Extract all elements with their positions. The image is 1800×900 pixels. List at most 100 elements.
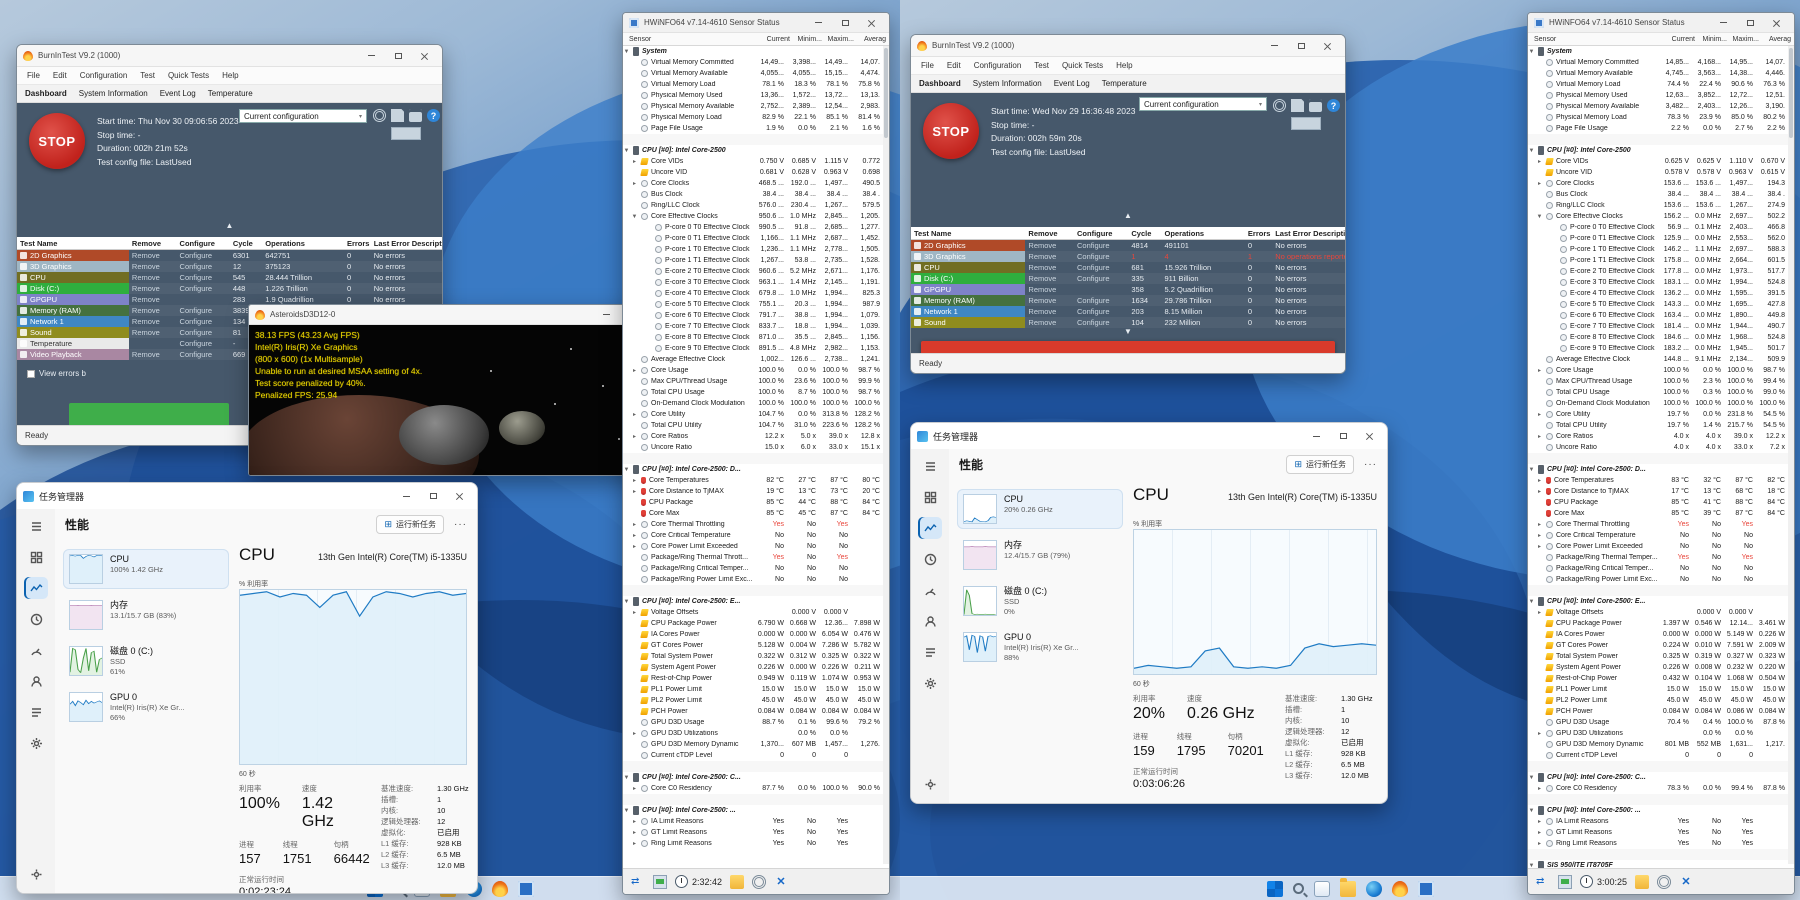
expand-arrow-icon[interactable]: ▼ bbox=[1124, 327, 1132, 336]
remove-link[interactable]: Remove bbox=[131, 317, 160, 326]
configure-link[interactable]: Configure bbox=[179, 339, 213, 348]
menu-item-file[interactable]: File bbox=[921, 61, 934, 70]
sensor-row[interactable]: ▸ Core Critical Temperature No No No bbox=[623, 530, 883, 541]
sensor-row[interactable]: ▸ Core VIDs 0.625 V 0.625 V 1.110 V 0.670 V bbox=[1528, 156, 1788, 167]
sensor-column-averag[interactable]: Averag bbox=[1768, 35, 1791, 43]
save-icon[interactable] bbox=[391, 109, 404, 122]
sensor-row[interactable]: Max CPU/Thread Usage 100.0 % 23.6 % 100.0 %… bbox=[623, 376, 883, 387]
save-icon[interactable] bbox=[1291, 99, 1304, 112]
remove-link[interactable]: Remove bbox=[131, 273, 160, 282]
remove-link[interactable]: Remove bbox=[1028, 263, 1057, 272]
sensor-row[interactable]: ▸ Voltage Offsets 0.000 V 0.000 V bbox=[623, 607, 883, 618]
menu-item-edit[interactable]: Edit bbox=[52, 71, 67, 80]
settings-gear-icon[interactable] bbox=[373, 109, 386, 122]
remove-link[interactable]: Remove bbox=[1028, 296, 1057, 305]
sensor-settings-icon[interactable] bbox=[1657, 874, 1672, 889]
sensor-section[interactable]: ▼ CPU [#0]: Intel Core-2500: ... bbox=[623, 806, 736, 815]
sensor-row[interactable]: ▸ Core Clocks 153.6 ... 153.6 ... 1,497... 19… bbox=[1528, 178, 1788, 189]
table-row[interactable]: CPU Remove Configure 545 28.444 Trillion 0 No … bbox=[17, 272, 442, 283]
sensor-row[interactable]: E-core 5 T0 Effective Clock 143.3 ... 0.0 … bbox=[1528, 299, 1788, 310]
sensor-row[interactable]: ▸ GT Limit Reasons Yes No Yes bbox=[1528, 827, 1788, 838]
column-header-0[interactable]: Test Name bbox=[914, 228, 952, 238]
asteroids-minimize-button[interactable] bbox=[595, 308, 617, 322]
close-sensors-icon[interactable]: ✕ bbox=[776, 875, 786, 888]
sensor-column-sensor[interactable]: Sensor bbox=[629, 35, 652, 43]
sensor-row[interactable]: GPU D3D Memory Dynamic 801 MB 552 MB 1,631.… bbox=[1528, 739, 1788, 750]
configure-link[interactable]: Configure bbox=[1077, 263, 1110, 272]
minimize-button[interactable] bbox=[360, 49, 382, 63]
sensor-row[interactable]: E-core 6 T0 Effective Clock 791.7 ... 38.8… bbox=[623, 310, 883, 321]
sensor-row[interactable]: ▸ GPU D3D Utilizations 0.0 % 0.0 % bbox=[623, 728, 883, 739]
start-button-icon[interactable] bbox=[1266, 880, 1283, 897]
table-row[interactable]: 3D Graphics Remove Configure 12 375123 0 No er… bbox=[17, 261, 442, 272]
sensor-row[interactable]: Ring/LLC Clock 576.0 ... 230.4 ... 1,267...… bbox=[623, 200, 883, 211]
sensor-row[interactable]: E-core 4 T0 Effective Clock 679.8 ... 1.0 … bbox=[623, 288, 883, 299]
view-errors-checkbox[interactable]: View errors b bbox=[27, 369, 123, 378]
tm-minimize-button[interactable] bbox=[395, 489, 417, 503]
tab-event-log[interactable]: Event Log bbox=[1053, 79, 1090, 88]
sensor-row[interactable]: CPU Package 85 °C 44 °C 88 °C 84 °C bbox=[623, 497, 883, 508]
remove-link[interactable]: Remove bbox=[131, 262, 160, 271]
sensor-row[interactable]: ▸ Core C0 Residency 78.3 % 0.0 % 99.4 % 87.8 … bbox=[1528, 783, 1788, 794]
rail-item-hamburger[interactable] bbox=[24, 515, 48, 537]
sensor-row[interactable]: PL1 Power Limit 15.0 W 15.0 W 15.0 W 15.0 W bbox=[1528, 684, 1788, 695]
tm-close-button[interactable] bbox=[449, 489, 471, 503]
sensor-column-current[interactable]: Current bbox=[1671, 35, 1695, 43]
sensor-row[interactable]: E-core 2 T0 Effective Clock 177.8 ... 0.0 … bbox=[1528, 266, 1788, 277]
sensor-row[interactable]: Ring/LLC Clock 153.6 ... 153.6 ... 1,267...… bbox=[1528, 200, 1788, 211]
menu-item-quick-tests[interactable]: Quick Tests bbox=[1061, 61, 1104, 70]
rail-item-startup-apps[interactable] bbox=[24, 639, 48, 661]
more-options-button[interactable]: ··· bbox=[1364, 459, 1377, 470]
run-new-task-button[interactable]: ⊞ 运行新任务 bbox=[376, 515, 444, 534]
sensor-row[interactable]: Uncore VID 0.578 V 0.578 V 0.963 V 0.615 V bbox=[1528, 167, 1788, 178]
run-new-task-button[interactable]: ⊞ 运行新任务 bbox=[1286, 455, 1354, 474]
rail-item-app-history[interactable] bbox=[918, 548, 942, 570]
sensor-row[interactable]: Package/Ring Thermal Thrott... Yes No Yes bbox=[623, 552, 883, 563]
more-options-button[interactable]: ··· bbox=[454, 519, 467, 530]
sensor-row[interactable]: ▸ Core Power Limit Exceeded No No No bbox=[623, 541, 883, 552]
sensor-row[interactable]: PCH Power 0.084 W 0.084 W 0.084 W 0.084 W bbox=[623, 706, 883, 717]
configure-link[interactable]: Configure bbox=[179, 273, 213, 282]
sensor-row[interactable]: E-core 7 T0 Effective Clock 833.7 ... 18.8… bbox=[623, 321, 883, 332]
scrollbar[interactable] bbox=[1788, 46, 1794, 864]
sensor-row[interactable]: Total CPU Usage 100.0 % 8.7 % 100.0 % 98.7 % bbox=[623, 387, 883, 398]
remove-link[interactable]: Remove bbox=[1028, 252, 1057, 261]
column-header-0[interactable]: Test Name bbox=[20, 238, 58, 248]
sensor-section[interactable]: ▼ CPU [#0]: Intel Core-2500: ... bbox=[1528, 806, 1641, 815]
task-manager-titlebar[interactable]: 任务管理器 bbox=[911, 423, 1387, 449]
sensor-row[interactable]: IA Cores Power 0.000 W 0.000 W 5.149 W 0.226… bbox=[1528, 629, 1788, 640]
sensor-row[interactable]: Virtual Memory Committed 14,85... 4,168...… bbox=[1528, 57, 1788, 68]
sensor-row[interactable]: P-core 0 T0 Effective Clock 56.9 ... 0.1 M… bbox=[1528, 222, 1788, 233]
table-row[interactable]: GPGPU Remove 358 5.2 Quadrillion 0 No errors bbox=[911, 284, 1345, 295]
menu-item-help[interactable]: Help bbox=[1116, 61, 1133, 70]
tab-system-information[interactable]: System Information bbox=[972, 79, 1042, 88]
sensor-row[interactable]: Current cTDP Level 0 0 0 bbox=[1528, 750, 1788, 761]
remove-link[interactable]: Remove bbox=[131, 284, 160, 293]
sensor-row[interactable]: Uncore VID 0.681 V 0.628 V 0.963 V 0.698 bbox=[623, 167, 883, 178]
sensor-column-maxim[interactable]: Maxim... bbox=[1732, 35, 1759, 43]
tm-minimize-button[interactable] bbox=[1305, 429, 1327, 443]
sensor-row[interactable]: ▼ Core Effective Clocks 950.6 ... 1.0 MHz 2,… bbox=[623, 211, 883, 222]
column-header-3[interactable]: Cycle bbox=[232, 238, 253, 248]
sensor-section[interactable]: ▼ CPU [#0]: Intel Core-2500: D... bbox=[623, 465, 741, 474]
sensor-row[interactable]: ▸ Core Thermal Throttling Yes No Yes bbox=[623, 519, 883, 530]
perf-card-disk[interactable]: 磁盘 0 (C:) SSD 0% bbox=[957, 581, 1123, 621]
sensor-section[interactable]: ▼ System bbox=[1528, 47, 1572, 56]
asteroids-titlebar[interactable]: AsteroidsD3D12-0 bbox=[249, 305, 650, 325]
hwinfo-titlebar[interactable]: HWiNFO64 v7.14-4610 Sensor Status bbox=[1528, 13, 1794, 33]
maximize-button[interactable] bbox=[387, 49, 409, 63]
sensor-row[interactable]: ▸ GPU D3D Utilizations 0.0 % 0.0 % bbox=[1528, 728, 1788, 739]
collapse-arrow-icon[interactable]: ▲ bbox=[225, 221, 234, 230]
configure-link[interactable]: Configure bbox=[179, 306, 213, 315]
task-view-icon[interactable] bbox=[1313, 880, 1330, 897]
sensor-row[interactable]: Max CPU/Thread Usage 100.0 % 2.3 % 100.0 % 9… bbox=[1528, 376, 1788, 387]
monitor-icon[interactable] bbox=[1558, 874, 1572, 889]
scrollbar[interactable] bbox=[883, 46, 889, 864]
sensor-row[interactable]: Total CPU Usage 100.0 % 0.3 % 100.0 % 99.0 % bbox=[1528, 387, 1788, 398]
tab-event-log[interactable]: Event Log bbox=[159, 89, 196, 98]
rail-item-details[interactable] bbox=[918, 641, 942, 663]
expand-arrows-icon[interactable]: ⇄ bbox=[631, 875, 640, 887]
